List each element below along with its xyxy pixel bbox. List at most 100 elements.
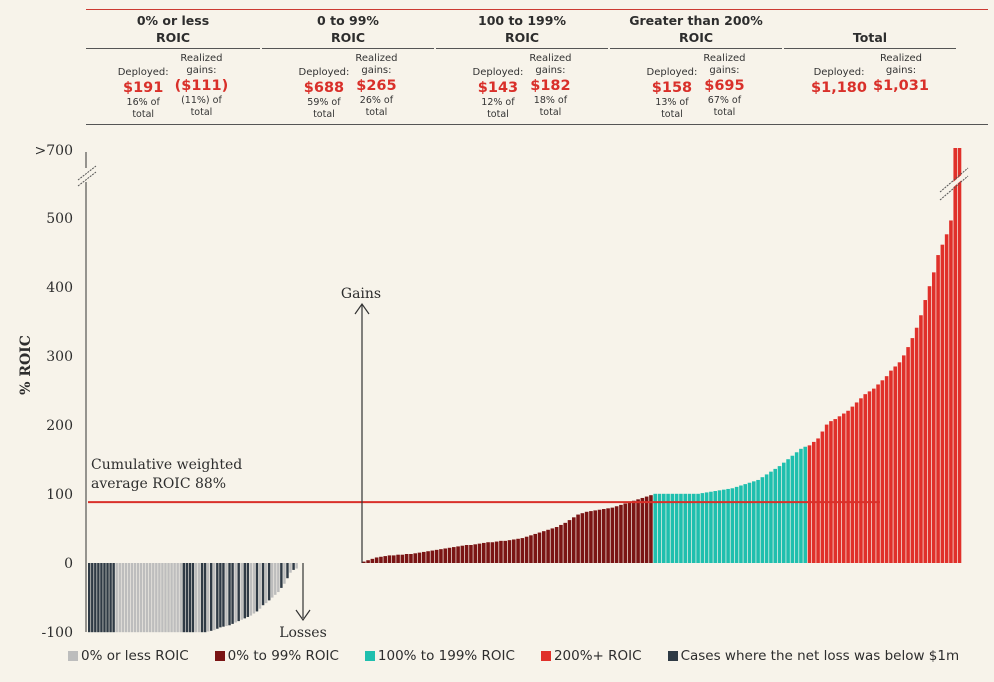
deployed-label: Deployed:: [813, 67, 865, 78]
realized-pct-line1: 67% of: [707, 95, 742, 106]
group-title-line1: Greater than 200%: [629, 13, 763, 28]
gain-bar: [739, 485, 743, 563]
realized-value: $182: [530, 78, 571, 94]
group-stats: Deployed: $191 16% of total Realized gai…: [86, 53, 260, 121]
summary-group: 0% or less ROIC Deployed: $191 16% of to…: [86, 12, 260, 121]
loss-bar: [203, 563, 207, 633]
loss-bar: [210, 563, 213, 631]
deployed-head: Deployed:: [299, 53, 350, 79]
gain-bar: [713, 491, 718, 563]
gain-bar: [730, 488, 735, 563]
loss-bar: [249, 563, 253, 616]
gain-bar: [477, 543, 482, 563]
deployed-head: Deployed:: [814, 53, 865, 79]
loss-bar: [94, 563, 97, 633]
loss-bar: [264, 563, 268, 604]
gain-bar: [559, 524, 563, 563]
realized-pct-line2: total: [713, 107, 736, 118]
deployed-pct-line2: total: [661, 109, 683, 120]
gain-bar: [632, 500, 636, 563]
group-stats: Deployed: $1,180 Realized gains: $1,031: [784, 53, 956, 97]
gain-bar: [674, 493, 679, 563]
gain-bar: [392, 555, 396, 563]
deployed-label: Deployed:: [117, 67, 169, 78]
gain-bar: [499, 540, 503, 563]
gain-bar: [572, 517, 576, 563]
gain-bar: [529, 535, 533, 563]
losses-annotation: Losses: [279, 625, 327, 641]
loss-bar: [222, 563, 225, 627]
gain-bar: [846, 410, 850, 563]
average-roic-label-line2: average ROIC 88%: [91, 476, 226, 492]
bar-break-mark: [939, 167, 969, 193]
deployed-value: $688: [303, 80, 345, 96]
gain-bar: [756, 479, 760, 563]
loss-bar: [176, 563, 179, 633]
deployed-pct-line2: total: [313, 109, 335, 120]
legend-item-zero-or-less: 0% or less ROIC: [68, 648, 189, 664]
loss-bar: [206, 563, 210, 632]
loss-bar: [295, 563, 298, 569]
deployed-label: Deployed:: [646, 67, 698, 78]
deployed-head: Deployed:: [647, 53, 698, 79]
gain-bar: [842, 413, 846, 563]
loss-bar: [271, 563, 274, 598]
gain-bar: [790, 455, 795, 563]
y-tick-label: 500: [46, 211, 73, 227]
y-tick-label: 200: [46, 418, 73, 434]
loss-bar: [246, 563, 250, 617]
gain-bar: [914, 327, 919, 563]
gain-bar: [550, 528, 555, 563]
legend-label: 0% to 99% ROIC: [227, 648, 339, 664]
gain-bar: [383, 556, 388, 563]
group-title-line2: ROIC: [155, 30, 191, 45]
gain-bar: [747, 482, 752, 563]
gain-bar: [782, 462, 786, 563]
loss-bar: [197, 563, 201, 633]
gain-bar: [794, 452, 799, 563]
realized-pct-line2: total: [365, 107, 388, 118]
gain-bar: [919, 315, 923, 563]
loss-bar: [292, 563, 295, 570]
header-top-rule: [86, 9, 988, 10]
group-title: Greater than 200% ROIC: [610, 12, 782, 46]
gain-bar: [717, 490, 722, 563]
gain-bar: [949, 220, 953, 563]
gain-bar: [516, 538, 520, 563]
gain-bar: [563, 522, 568, 563]
gain-bar: [640, 497, 645, 563]
y-axis-label: % ROIC: [18, 335, 34, 395]
gain-bar: [880, 380, 885, 563]
loss-bar: [255, 563, 259, 612]
realized-label-line1: Realized: [180, 53, 223, 64]
gain-bar: [910, 338, 915, 563]
gain-bar: [417, 552, 422, 563]
gain-bar: [627, 502, 632, 563]
loss-bar: [228, 563, 231, 626]
gain-bar: [824, 424, 829, 563]
gain-bar: [614, 506, 619, 563]
gain-bar: [799, 448, 803, 563]
loss-bar: [200, 563, 204, 633]
deployed-value: $191: [123, 80, 164, 96]
gains-annotation: Gains: [341, 286, 381, 302]
loss-bar: [136, 563, 140, 633]
group-title-line2: Total: [852, 30, 888, 45]
loss-bar: [261, 563, 265, 606]
loss-bar: [112, 563, 115, 633]
deployed-stat: Deployed: $143 12% of total: [473, 53, 524, 121]
loss-bar: [167, 563, 170, 633]
gain-bar: [490, 542, 495, 563]
loss-bar: [164, 563, 167, 633]
y-tick-label: >700: [35, 143, 73, 159]
gain-bar: [936, 255, 940, 563]
gain-bar: [820, 431, 825, 563]
legend-label: 0% or less ROIC: [81, 648, 189, 664]
average-roic-label-line1: Cumulative weighted: [91, 457, 242, 473]
gain-bar: [576, 514, 580, 563]
gain-bar: [854, 402, 859, 563]
gain-bar: [434, 549, 439, 563]
gain-bar: [807, 445, 812, 563]
loss-bar: [267, 563, 271, 601]
loss-bar: [118, 563, 121, 633]
